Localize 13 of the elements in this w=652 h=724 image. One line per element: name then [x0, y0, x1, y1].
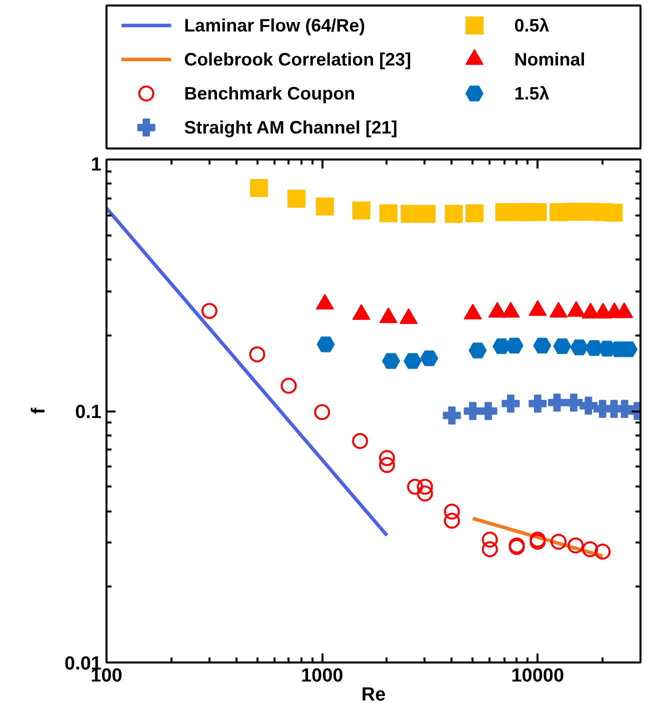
legend-label: Straight AM Channel [21]: [184, 118, 398, 138]
legend-label: Laminar Flow (64/Re): [184, 16, 366, 36]
y-axis-title: f: [28, 407, 50, 414]
legend-label: 0.5λ: [514, 16, 550, 36]
legend-label: Colebrook Correlation [23]: [184, 50, 412, 70]
legend-label: Benchmark Coupon: [184, 84, 356, 104]
x-tick-label: 1000: [300, 666, 344, 686]
y-tick-label: 0.1: [75, 402, 102, 423]
x-tick-label: 10000: [511, 666, 564, 686]
legend-label: 1.5λ: [514, 84, 550, 104]
x-axis-title: Re: [361, 684, 386, 706]
y-tick-label: 1: [90, 154, 102, 176]
legend-label: Nominal: [514, 50, 586, 70]
